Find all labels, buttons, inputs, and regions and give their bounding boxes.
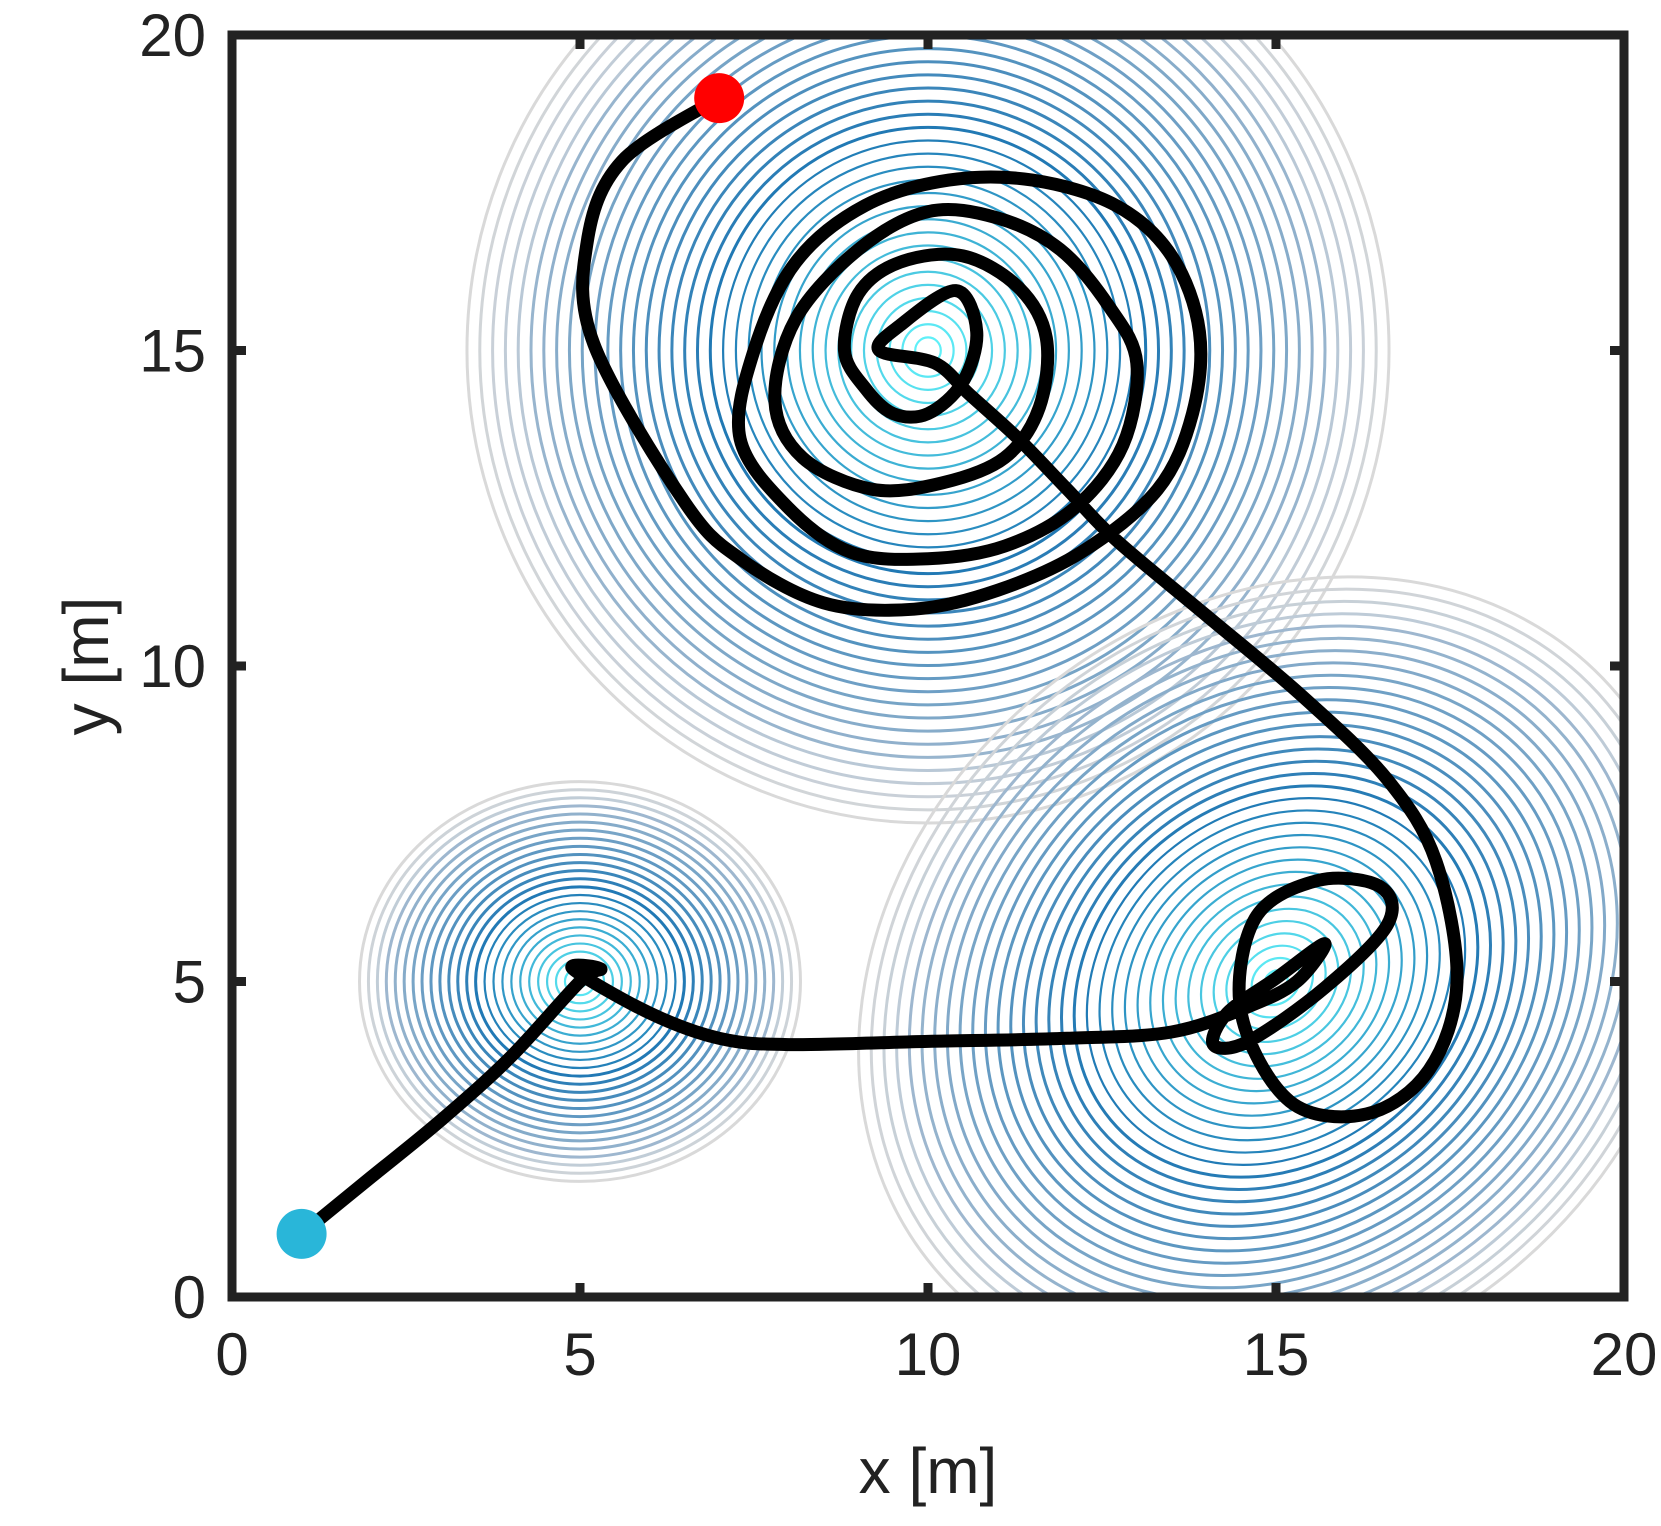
contour-ring — [465, 877, 695, 1086]
contour-ring — [1047, 759, 1505, 1204]
end-marker — [694, 73, 745, 124]
contour-ring — [996, 710, 1556, 1253]
x-tick-label: 5 — [563, 1321, 596, 1388]
contour-ring — [933, 649, 1619, 1297]
contour-ring — [734, 152, 1122, 549]
contour-ring — [1034, 747, 1518, 1216]
contour-ring — [958, 673, 1594, 1290]
contour-ring — [474, 885, 686, 1078]
y-tick-label: 0 — [173, 1264, 206, 1331]
contour-ring — [542, 35, 1314, 746]
start-marker — [276, 1208, 327, 1259]
contour-ring — [1123, 833, 1429, 1130]
contour-ring — [580, 35, 1276, 707]
contour-ring — [971, 685, 1581, 1278]
contour-ring — [529, 35, 1327, 759]
contour-ring — [411, 828, 749, 1135]
contour-ring — [456, 869, 704, 1094]
tick-labels: 0 5 10 15 20 0 5 10 15 20 — [139, 2, 1657, 1388]
contour-ring — [568, 35, 1288, 720]
x-tick-label: 0 — [215, 1321, 248, 1388]
contour-ring — [438, 852, 722, 1111]
contour-ring — [983, 698, 1569, 1265]
contour-ring — [882, 599, 1624, 1297]
contour-ring — [504, 35, 1352, 785]
contour-ring — [850, 270, 1006, 431]
contour-ring — [895, 612, 1624, 1297]
contour-ring — [644, 60, 1212, 641]
tick-marks — [227, 30, 1629, 1302]
marker-layer — [276, 73, 745, 1259]
contour-ring — [478, 35, 1378, 812]
contour-ring — [1174, 883, 1378, 1080]
contour-ring — [519, 926, 641, 1037]
contour-field — [358, 35, 1624, 1297]
density-source-1 — [358, 780, 802, 1183]
contour-ring — [907, 624, 1624, 1297]
contour-ring — [1009, 722, 1543, 1241]
y-tick-label: 15 — [139, 318, 206, 385]
contour-ring — [824, 244, 1032, 457]
trajectory-line — [295, 91, 1464, 1241]
contour-ring — [366, 788, 794, 1175]
contour-ring — [683, 99, 1173, 602]
contour-ring — [358, 780, 802, 1183]
contour-ring — [1111, 821, 1441, 1142]
x-tick-label: 10 — [895, 1321, 962, 1388]
contour-ring — [375, 796, 785, 1167]
contour-ring — [869, 587, 1624, 1297]
contour-ring — [501, 910, 659, 1053]
contour-ring — [510, 918, 650, 1045]
x-tick-label: 15 — [1243, 1321, 1310, 1388]
contour-ring — [447, 861, 713, 1102]
contour-ring — [429, 844, 731, 1119]
contour-ring — [545, 950, 615, 1013]
contour-ring — [1072, 784, 1480, 1179]
contour-ring — [555, 35, 1301, 733]
contour-ring — [1022, 735, 1530, 1228]
contour-ring — [1098, 809, 1454, 1154]
contour-ring — [492, 901, 668, 1062]
contour-ring — [1187, 895, 1365, 1068]
contour-ring — [393, 812, 767, 1151]
contour-ring — [1149, 858, 1403, 1105]
contour-ring — [945, 661, 1607, 1297]
contour-ring — [857, 575, 1624, 1297]
contour-ring — [1060, 772, 1492, 1191]
contour-ring — [708, 125, 1148, 576]
contour-ring — [483, 893, 677, 1070]
contour-ring — [695, 112, 1161, 589]
y-tick-label: 10 — [139, 633, 206, 700]
contour-ring — [384, 804, 776, 1159]
x-axis-label: x [m] — [859, 1435, 998, 1507]
contour-ring — [491, 35, 1365, 799]
contour-ring — [1161, 870, 1391, 1093]
contour-ring — [606, 35, 1250, 681]
y-tick-label: 5 — [173, 949, 206, 1016]
contour-ring — [528, 934, 632, 1029]
trajectory-layer — [295, 91, 1464, 1241]
contour-ring — [420, 836, 740, 1127]
contour-ring — [920, 636, 1624, 1297]
y-axis-label: y [m] — [50, 597, 122, 736]
y-tick-label: 20 — [139, 2, 206, 69]
contour-ring — [516, 35, 1340, 772]
contour-ring — [537, 942, 623, 1021]
x-tick-label: 20 — [1591, 1321, 1658, 1388]
contour-ring — [773, 191, 1083, 510]
contour-ring — [402, 820, 758, 1143]
